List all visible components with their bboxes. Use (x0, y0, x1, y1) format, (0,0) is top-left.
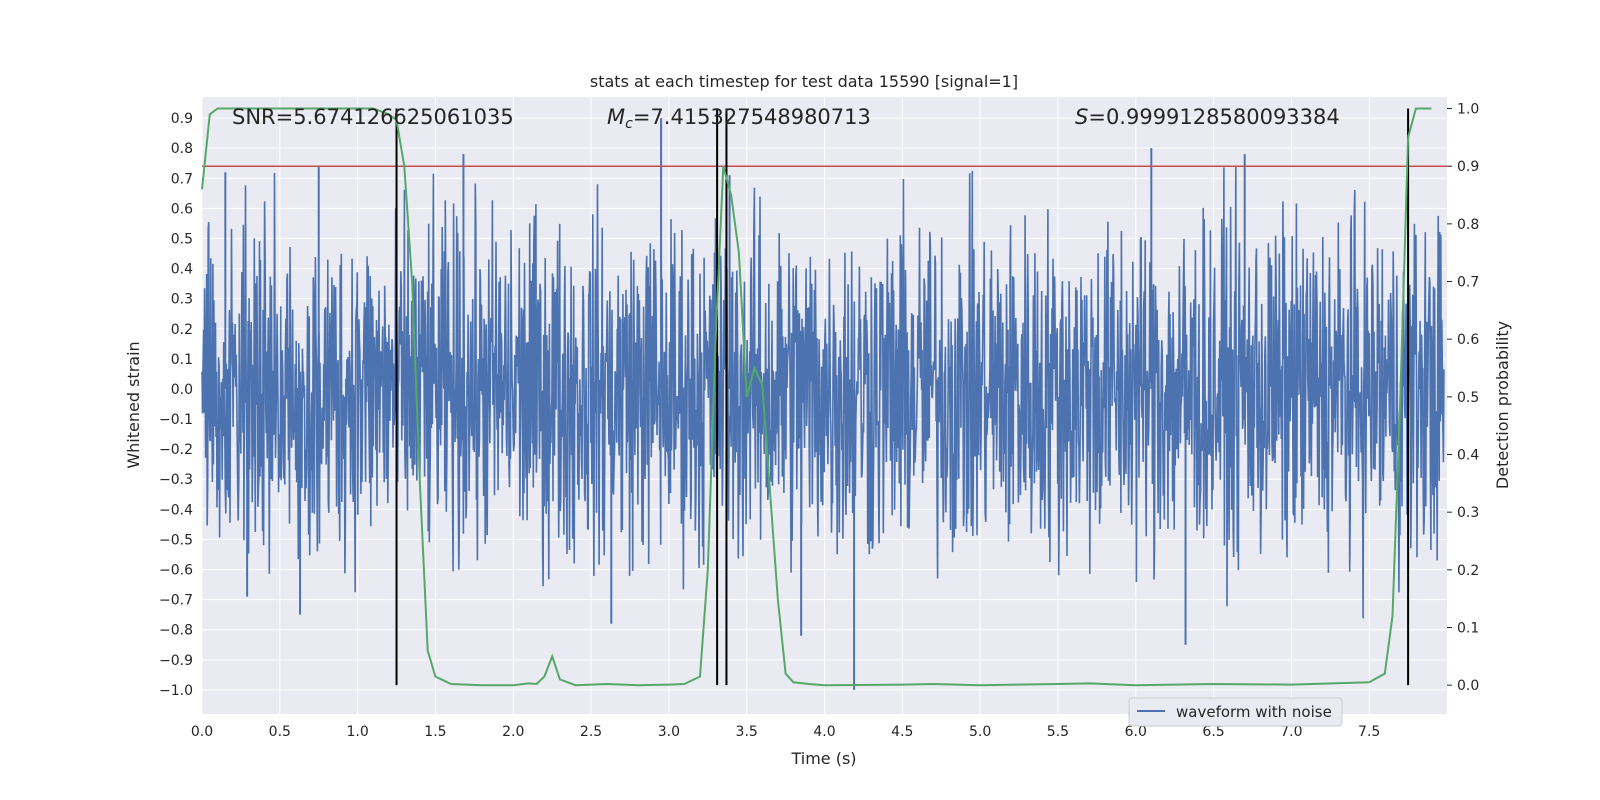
y-tick-label: −0.3 (159, 472, 193, 488)
y-right-axis-ticks: 1.0 0.9 0.8 0.7 0.6 0.5 0.4 0.3 0.2 0.1 0.0 (1447, 102, 1479, 694)
y-right-tick-label: 0.6 (1457, 332, 1479, 348)
y-axis-ticks: 0.9 0.8 0.7 0.6 0.5 0.4 0.3 0.2 0.1 0.0 −0.1 −0.2 −0… (159, 111, 193, 699)
y-right-tick-label: 0.8 (1457, 217, 1479, 233)
x-tick-label: 2.0 (502, 724, 524, 740)
x-tick-label: 0.0 (191, 724, 213, 740)
y-right-axis-label: Detection probability (1493, 321, 1512, 489)
y-tick-label: −0.7 (159, 593, 193, 609)
y-right-tick-label: 0.7 (1457, 275, 1479, 291)
snr-annotation: SNR=5.674126625061035 (232, 105, 514, 129)
detection-probability-series (201, 107, 1432, 687)
mc-subscript: c (625, 116, 633, 132)
x-tick-label: 6.0 (1125, 724, 1147, 740)
x-tick-label: 1.5 (424, 724, 446, 740)
x-tick-label: 4.5 (891, 724, 913, 740)
x-tick-label: 6.5 (1202, 724, 1224, 740)
chart-title: stats at each timestep for test data 155… (590, 72, 1018, 91)
y-tick-label: 0.4 (171, 262, 193, 278)
y-right-tick-label: 0.3 (1457, 505, 1479, 521)
waveform-series (201, 118, 1445, 690)
y-tick-label: 0.6 (171, 201, 193, 217)
mc-value: =7.415327548980713 (633, 105, 871, 129)
y-right-tick-label: 0.1 (1457, 621, 1479, 637)
s-value: =0.9999128580093384 (1088, 105, 1339, 129)
y-tick-label: −1.0 (159, 683, 193, 699)
y-right-tick-label: 1.0 (1457, 102, 1479, 118)
y-tick-label: 0.1 (171, 352, 193, 368)
legend: waveform with noise (1128, 697, 1343, 727)
x-tick-label: 2.5 (580, 724, 602, 740)
x-tick-label: 5.0 (969, 724, 991, 740)
x-axis-ticks: 0.0 0.5 1.0 1.5 2.0 2.5 3.0 3.5 4.0 4.5 5.0 5.5 6.0 6… (191, 724, 1380, 740)
legend-label: waveform with noise (1176, 703, 1332, 721)
x-tick-label: 3.0 (658, 724, 680, 740)
x-tick-label: 7.5 (1358, 724, 1380, 740)
y-axis-label: Whitened strain (124, 341, 143, 468)
significance-annotation: S=0.9999128580093384 (1075, 105, 1340, 129)
x-tick-label: 5.5 (1047, 724, 1069, 740)
y-tick-label: 0.3 (171, 292, 193, 308)
legend-box (1128, 697, 1343, 727)
y-right-tick-label: 0.2 (1457, 563, 1479, 579)
s-symbol: S (1075, 105, 1088, 129)
x-tick-label: 7.0 (1280, 724, 1302, 740)
y-tick-label: 0.5 (171, 231, 193, 247)
y-tick-label: 0.0 (171, 382, 193, 398)
x-tick-label: 0.5 (269, 724, 291, 740)
y-tick-label: −0.4 (159, 502, 193, 518)
mc-symbol: M (607, 105, 625, 129)
y-tick-label: −0.9 (159, 653, 193, 669)
x-tick-label: 3.5 (736, 724, 758, 740)
y-tick-label: 0.7 (171, 171, 193, 187)
y-right-tick-label: 0.4 (1457, 448, 1479, 464)
y-tick-label: −0.5 (159, 532, 193, 548)
x-axis-label: Time (s) (790, 749, 856, 768)
y-tick-label: 0.9 (171, 111, 193, 127)
y-tick-label: −0.8 (159, 623, 193, 639)
y-right-tick-label: 0.0 (1457, 678, 1479, 694)
y-tick-label: −0.1 (159, 412, 193, 428)
y-tick-label: 0.2 (171, 322, 193, 338)
x-tick-label: 1.0 (346, 724, 368, 740)
chirp-mass-annotation: Mc=7.415327548980713 (607, 105, 871, 132)
probability-line (201, 107, 1432, 687)
waveform-path (201, 166, 1445, 619)
vertical-markers (395, 108, 1410, 686)
y-right-tick-label: 0.9 (1457, 159, 1479, 175)
y-tick-label: 0.8 (171, 141, 193, 157)
y-right-tick-label: 0.5 (1457, 390, 1479, 406)
y-tick-label: −0.6 (159, 563, 193, 579)
y-tick-label: −0.2 (159, 442, 193, 458)
x-tick-label: 4.0 (813, 724, 835, 740)
